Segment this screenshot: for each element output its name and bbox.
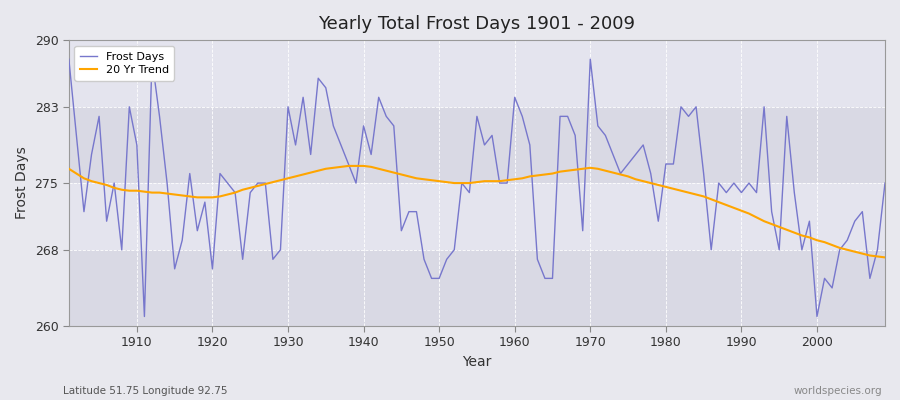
20 Yr Trend bbox=[343, 164, 354, 168]
Y-axis label: Frost Days: Frost Days bbox=[15, 147, 29, 220]
Frost Days bbox=[63, 57, 74, 62]
20 Yr Trend bbox=[290, 174, 301, 179]
X-axis label: Year: Year bbox=[463, 355, 491, 369]
20 Yr Trend bbox=[124, 188, 135, 193]
Frost Days bbox=[139, 314, 149, 319]
20 Yr Trend bbox=[879, 255, 890, 260]
Frost Days bbox=[124, 104, 135, 109]
Frost Days bbox=[517, 114, 527, 119]
Frost Days bbox=[298, 95, 309, 100]
20 Yr Trend bbox=[608, 170, 618, 175]
Bar bbox=[68, 107, 885, 183]
Title: Yearly Total Frost Days 1901 - 2009: Yearly Total Frost Days 1901 - 2009 bbox=[319, 15, 635, 33]
20 Yr Trend bbox=[509, 177, 520, 182]
Line: 20 Yr Trend: 20 Yr Trend bbox=[68, 166, 885, 258]
Frost Days bbox=[608, 152, 618, 157]
Line: Frost Days: Frost Days bbox=[68, 59, 885, 316]
Frost Days bbox=[343, 162, 354, 166]
Text: Latitude 51.75 Longitude 92.75: Latitude 51.75 Longitude 92.75 bbox=[63, 386, 228, 396]
Frost Days bbox=[509, 95, 520, 100]
20 Yr Trend bbox=[336, 164, 346, 169]
Frost Days bbox=[879, 181, 890, 186]
Text: worldspecies.org: worldspecies.org bbox=[794, 386, 882, 396]
20 Yr Trend bbox=[517, 176, 527, 181]
20 Yr Trend bbox=[63, 166, 74, 171]
Legend: Frost Days, 20 Yr Trend: Frost Days, 20 Yr Trend bbox=[75, 46, 175, 80]
Bar bbox=[68, 250, 885, 326]
